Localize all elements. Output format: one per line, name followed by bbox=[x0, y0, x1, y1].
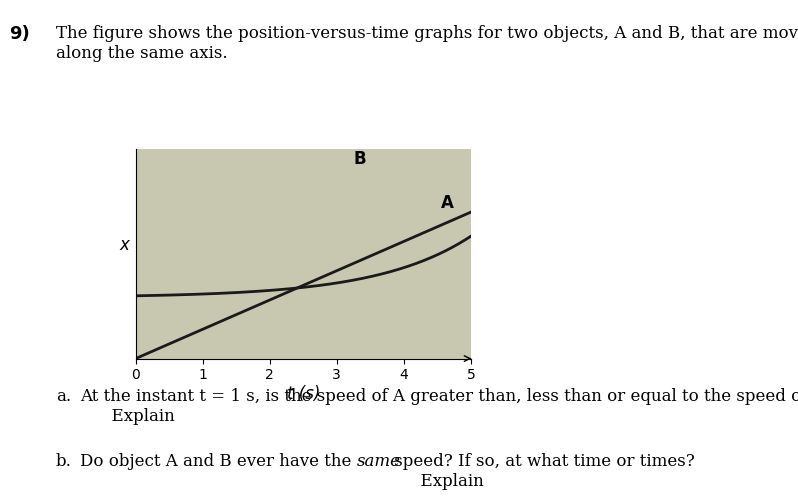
Text: b.: b. bbox=[56, 453, 72, 470]
Text: B: B bbox=[354, 150, 366, 168]
X-axis label: t (s): t (s) bbox=[286, 385, 320, 403]
Text: speed? If so, at what time or times?
      Explain: speed? If so, at what time or times? Exp… bbox=[389, 453, 694, 490]
Text: The figure shows the position-versus-time graphs for two objects, A and B, that : The figure shows the position-versus-tim… bbox=[56, 25, 798, 61]
Text: Do object A and B ever have the: Do object A and B ever have the bbox=[80, 453, 357, 470]
Y-axis label: x: x bbox=[120, 236, 129, 254]
Text: At the instant t = 1 s, is the speed of A greater than, less than or equal to th: At the instant t = 1 s, is the speed of … bbox=[80, 388, 798, 425]
Text: a.: a. bbox=[56, 388, 71, 405]
Text: same: same bbox=[357, 453, 401, 470]
Text: A: A bbox=[440, 194, 453, 212]
Text: 9): 9) bbox=[10, 25, 30, 43]
